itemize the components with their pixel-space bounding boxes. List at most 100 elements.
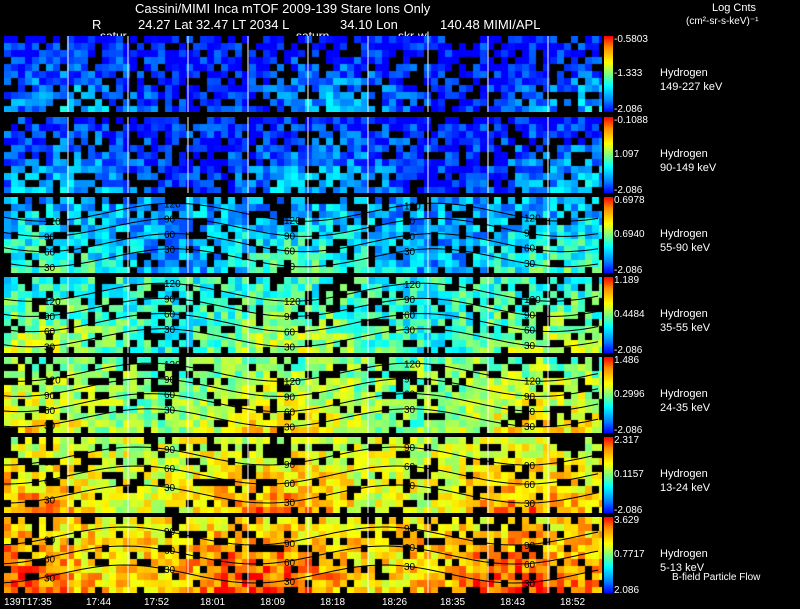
contour-label: 30 xyxy=(404,562,416,573)
header-right: 140.48 MIMI/APL xyxy=(440,17,541,32)
contour-label: 120 xyxy=(524,295,541,306)
panel-species-label: Hydrogen 13-24 keV xyxy=(660,467,710,495)
contour-label: 30 xyxy=(44,342,56,353)
contour-label: 60 xyxy=(164,310,176,321)
energy-range: 13-24 keV xyxy=(660,482,711,494)
contour-label: 60 xyxy=(404,390,416,401)
colorbar-tick-label: 0.6978 xyxy=(614,195,645,206)
contour-label: 60 xyxy=(524,560,536,571)
contour-label: 60 xyxy=(44,477,56,488)
pitch-angle-contour xyxy=(4,248,599,268)
contour-label: 30 xyxy=(284,423,296,433)
pitch-angle-contour xyxy=(4,393,599,413)
energy-range: 35-55 keV xyxy=(660,322,711,334)
colorbar-tick-label: 0.1157 xyxy=(614,469,644,480)
contour-label: 120 xyxy=(164,360,181,371)
header-r-label: R xyxy=(92,17,102,32)
contour-label: 30 xyxy=(164,565,176,576)
colorbar-tick-label: -2.086 xyxy=(614,265,643,276)
pitch-angle-contour xyxy=(4,465,599,485)
pitch-angle-contour xyxy=(4,282,599,302)
energy-range: 24-35 keV xyxy=(660,402,711,414)
colorbar xyxy=(604,197,613,273)
colorbar-title: Log Cnts xyxy=(712,2,757,14)
contour-label: 120 xyxy=(284,297,301,308)
contour-label: 120 xyxy=(404,202,421,213)
contour-label: 90 xyxy=(44,312,56,323)
contour-label: 90 xyxy=(404,375,416,386)
contour-label: 30 xyxy=(524,422,536,433)
contour-label: 60 xyxy=(404,310,416,321)
species-name: Hydrogen xyxy=(660,468,708,480)
header-lon: 34.10 Lon xyxy=(340,17,398,32)
contour-label: 120 xyxy=(524,213,541,224)
colorbar-tick-label: 0.2996 xyxy=(614,389,645,400)
panel-species-label: Hydrogen 24-35 keV xyxy=(660,387,710,415)
contour-label: 30 xyxy=(524,499,536,510)
header-lat-lt-l: 24.27 Lat 32.47 LT 2034 L xyxy=(138,17,290,32)
contour-label: 30 xyxy=(44,421,56,432)
panel-overlay xyxy=(67,117,549,193)
panel-overlay: 90 90 90 90 90 60 60 60 60 60 30 30 30 30 30 xyxy=(4,437,599,513)
colorbar-tick-label: -2.086 xyxy=(614,185,643,196)
colorbar-tick-label: -0.1088 xyxy=(614,115,648,126)
contour-label: 120 xyxy=(164,279,181,290)
panel-species-label: Hydrogen 90-149 keV xyxy=(660,147,716,175)
colorbar-tick-label: -1.333 xyxy=(614,68,643,79)
contour-label: 90 xyxy=(284,231,296,242)
contour-label: 30 xyxy=(284,577,296,588)
panel-overlay: 90 90 90 90 90 60 60 60 60 60 30 30 30 30 30 xyxy=(4,517,599,593)
contour-label: 60 xyxy=(404,232,416,243)
contour-label: 30 xyxy=(164,325,176,336)
colorbar-tick-label: 2.086 xyxy=(614,585,640,596)
contour-label: 30 xyxy=(404,247,416,258)
panel-overlay: 120 120 120 120 120 90 90 90 90 90 60 60 60 60 60 30 30 3… xyxy=(4,357,599,433)
contour-label: 60 xyxy=(524,407,536,418)
x-tick-label: 17:52 xyxy=(144,597,170,608)
colorbar xyxy=(604,36,613,112)
contour-label: 30 xyxy=(404,405,416,416)
colorbar-tick-label: -2.086 xyxy=(614,104,643,115)
contour-label: 120 xyxy=(44,376,61,387)
contour-label: 90 xyxy=(164,294,176,305)
contour-label: 90 xyxy=(524,310,536,321)
pitch-angle-contour xyxy=(4,217,599,237)
colorbar-tick-label: -2.086 xyxy=(614,505,643,516)
spectrogram-panel: 90 90 90 90 90 60 60 60 60 60 30 30 30 30 30 xyxy=(4,437,602,513)
pitch-angle-contour xyxy=(4,362,599,382)
x-tick-label: 18:09 xyxy=(260,597,286,608)
contour-label: 60 xyxy=(404,543,416,554)
panel-species-label: Hydrogen 149-227 keV xyxy=(660,66,722,94)
spectrogram-panel xyxy=(4,36,602,112)
contour-label: 60 xyxy=(284,558,296,569)
panel-species-label: Hydrogen 5-13 keV xyxy=(660,547,708,575)
contour-label: 90 xyxy=(284,392,296,403)
panel-species-label: Hydrogen 55-90 keV xyxy=(660,227,710,255)
colorbar xyxy=(604,117,613,193)
contour-label: 90 xyxy=(284,312,296,323)
pitch-angle-contour xyxy=(4,545,599,565)
contour-label: 60 xyxy=(44,248,56,259)
contour-label: 120 xyxy=(44,217,61,228)
x-tick-label: 18:26 xyxy=(382,597,408,608)
contour-label: 60 xyxy=(44,327,56,338)
panel-overlay: 120 120 120 120 120 90 90 90 90 90 60 60 60 60 60 30 30 3… xyxy=(4,197,599,273)
contour-label: 90 xyxy=(164,215,176,226)
spectrogram-panel: 120 120 120 120 120 90 90 90 90 90 60 60 60 60 60 30 30 3… xyxy=(4,197,602,273)
contour-label: 120 xyxy=(524,377,541,388)
species-name: Hydrogen xyxy=(660,228,708,240)
contour-label: 30 xyxy=(44,496,56,507)
spectrogram-heatmap xyxy=(4,517,602,593)
contour-label: 30 xyxy=(44,573,56,584)
pitch-angle-contour xyxy=(4,233,599,253)
spectrogram-panel: 120 120 120 120 120 90 90 90 90 90 60 60 60 60 60 30 30 3… xyxy=(4,357,602,433)
contour-label: 90 xyxy=(404,295,416,306)
contour-label: 60 xyxy=(164,390,176,401)
colorbar-units: (cm²-sr-s-keV)⁻¹ xyxy=(686,16,759,27)
contour-label: 60 xyxy=(284,408,296,419)
contour-label: 90 xyxy=(284,539,296,550)
contour-label: 120 xyxy=(404,280,421,291)
pitch-angle-contour xyxy=(4,446,599,466)
x-tick-label: 17:44 xyxy=(86,597,112,608)
colorbar-tick-label: 2.317 xyxy=(614,435,640,446)
